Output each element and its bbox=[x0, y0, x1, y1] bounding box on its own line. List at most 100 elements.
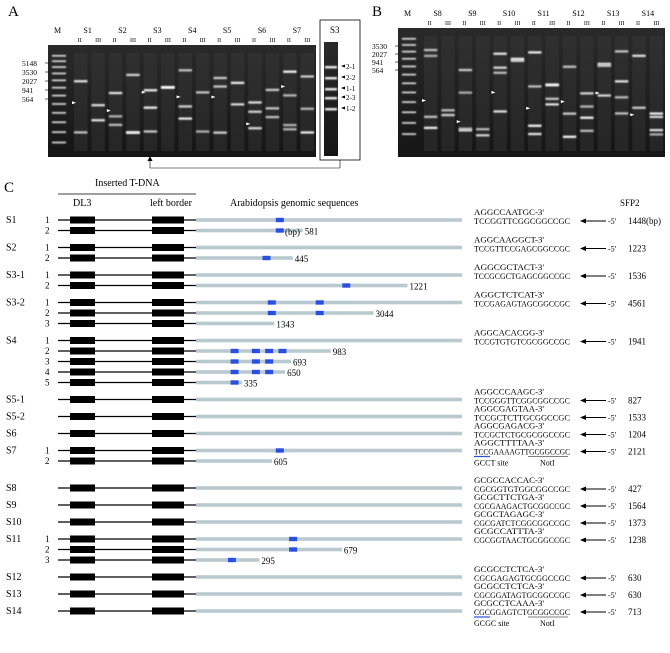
header-lb: left border bbox=[150, 198, 193, 209]
dna-band bbox=[248, 101, 262, 104]
dna-band bbox=[161, 86, 175, 89]
dna-band bbox=[510, 57, 525, 61]
lane-smear bbox=[632, 36, 646, 151]
dl3-block bbox=[70, 546, 95, 553]
lane-smear bbox=[196, 53, 210, 151]
row-number: 5 bbox=[45, 378, 50, 388]
gcct-site-mark bbox=[267, 310, 276, 316]
row-number: 2 bbox=[45, 226, 50, 236]
genomic-bar bbox=[196, 311, 374, 315]
inset-title: S3 bbox=[330, 25, 340, 35]
marker-band bbox=[52, 131, 66, 133]
dna-band bbox=[143, 130, 158, 133]
dl3-block bbox=[70, 282, 95, 289]
genomic-bar bbox=[196, 520, 462, 524]
dna-band bbox=[632, 106, 646, 109]
dna-band bbox=[649, 112, 663, 115]
genomic-bar bbox=[196, 459, 272, 463]
header-tdna: Inserted T-DNA bbox=[95, 178, 160, 189]
lane-numeral: II bbox=[252, 38, 256, 44]
genomic-bar bbox=[196, 370, 286, 374]
row-number: 1 bbox=[45, 534, 50, 544]
dna-band bbox=[614, 80, 629, 83]
insertion-group-s2: S2 12 445 AGGCAAGGCT-3'TCCGTTCCGAGCGGCCGC -5… bbox=[6, 236, 647, 265]
gcct-site-mark bbox=[315, 300, 324, 305]
insertion-group-s9: S9 GCGCTTCTGA-3'CGCGAAGACTGCGGCCGC -5' 1564 bbox=[6, 493, 647, 511]
amplicon-size: 1941 bbox=[628, 337, 646, 347]
dl3-block bbox=[70, 368, 95, 376]
dna-band bbox=[562, 65, 577, 68]
marker-band bbox=[402, 57, 416, 60]
fragment-length: 3044 bbox=[376, 309, 395, 319]
panel-b-letter: B bbox=[372, 4, 382, 20]
genomic-bar bbox=[196, 558, 260, 562]
dna-band bbox=[213, 85, 227, 88]
dna-band bbox=[597, 94, 611, 97]
genomic-sequence-bottom: TCCGTTCCGAGCGGCCGC bbox=[474, 245, 570, 254]
amplicon-size: 1373 bbox=[628, 518, 647, 528]
band-arrow bbox=[211, 95, 216, 99]
gcct-site-mark bbox=[289, 547, 298, 552]
dna-band bbox=[614, 96, 629, 99]
dna-band bbox=[230, 103, 245, 106]
gel-a bbox=[48, 45, 316, 157]
genomic-bar bbox=[196, 273, 462, 277]
genomic-sequence-bottom: CGCGAGAGTGCGGCCGC bbox=[474, 574, 570, 583]
fragment-length: 1343 bbox=[276, 320, 295, 330]
left-border-block bbox=[152, 430, 184, 437]
lane-numeral: III bbox=[480, 21, 486, 27]
insertion-group-label: S14 bbox=[6, 606, 22, 617]
dna-band bbox=[632, 54, 646, 57]
genomic-sequence-bottom: TCCGCTCTTGCGGCCGC bbox=[474, 414, 570, 423]
band-arrow bbox=[630, 113, 635, 117]
lane-numeral: II bbox=[567, 21, 571, 27]
dna-band bbox=[597, 62, 611, 65]
genomic-sequence-top: AGGCGAGTAA-3' bbox=[474, 405, 545, 414]
lane-smear bbox=[213, 53, 227, 151]
lane-smear bbox=[597, 36, 611, 151]
header-dl3: DL3 bbox=[73, 198, 91, 209]
dna-band bbox=[580, 129, 594, 132]
marker-band bbox=[402, 111, 416, 114]
lane-numeral: III bbox=[514, 21, 520, 27]
gcct-site-mark bbox=[265, 359, 274, 364]
dna-band bbox=[424, 126, 438, 129]
genomic-bar bbox=[196, 397, 462, 402]
genomic-sequence-top: AGGCCAATGC-3' bbox=[474, 208, 545, 217]
lane-smear bbox=[265, 53, 280, 151]
dna-band bbox=[614, 50, 629, 53]
insertion-group-s7: S7 12 605 AGGCTTTTAA-3'TCCGAAAAGTTGCGGCCGC -… bbox=[6, 439, 646, 468]
gel-b-bands bbox=[402, 36, 663, 151]
dna-band bbox=[283, 70, 297, 73]
dl3-block bbox=[70, 216, 95, 224]
insertion-group-s4: S4 12 983 3 693 4 650 5 335 AGGCACACGG-3'TCCGTGTG… bbox=[6, 329, 646, 389]
dl3-block bbox=[70, 518, 95, 526]
left-border-block bbox=[152, 447, 184, 454]
lane-smear bbox=[143, 53, 158, 151]
fragment-length: 650 bbox=[287, 368, 301, 378]
inset-band-arrow bbox=[341, 75, 345, 79]
dl3-block bbox=[70, 309, 95, 317]
dna-band bbox=[178, 105, 192, 108]
dna-band bbox=[580, 105, 594, 108]
insertion-group-label: S6 bbox=[6, 429, 17, 440]
dna-band bbox=[300, 131, 314, 134]
lane-label-marker: M bbox=[54, 26, 61, 35]
primer-arrow-head bbox=[580, 503, 586, 509]
primer-arrow-head bbox=[580, 301, 586, 306]
genomic-sequence-top: GCGCCTCAAA-3' bbox=[474, 599, 545, 608]
dna-band bbox=[562, 135, 577, 138]
primer-end: -5' bbox=[608, 414, 617, 423]
lane-numeral: III bbox=[584, 21, 590, 27]
insertion-group-s8: S8 GCGCCACCAC-3'CGCGGTGTGGCGGCCGC -5' 427 bbox=[6, 476, 642, 494]
lane-smear bbox=[300, 53, 314, 151]
primer-end: -5' bbox=[608, 272, 617, 281]
genomic-sequence-bottom: TCCGTGTGTCGCGGCCGC bbox=[474, 338, 570, 347]
marker-band bbox=[402, 101, 416, 103]
primer-arrow-head bbox=[580, 592, 586, 598]
primer-arrow-head bbox=[580, 273, 586, 279]
inset-band bbox=[325, 108, 337, 111]
row-number: 1 bbox=[45, 270, 50, 280]
